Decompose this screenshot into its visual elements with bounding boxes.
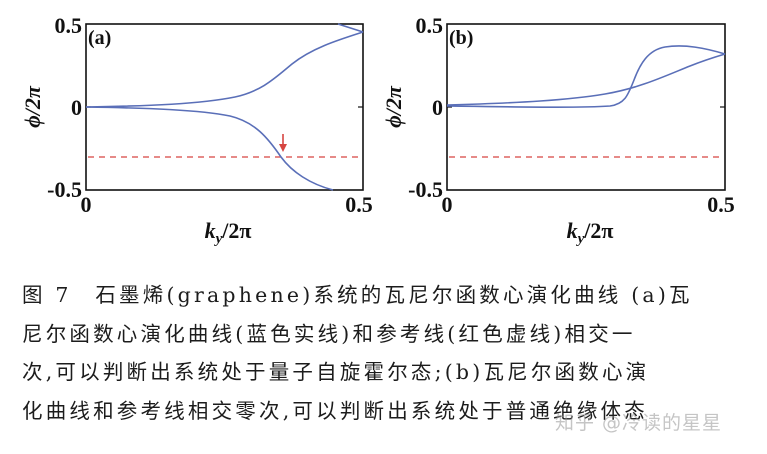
wannier-curve-a-lower xyxy=(85,106,334,191)
xtick-b-end: 0.5 xyxy=(707,192,735,217)
figure-svg: 0.5 0 -0.5 0 0.5 (a) ϕ/2π ky/2π 0.5 0 -0… xyxy=(20,13,735,247)
xtick-a-end: 0.5 xyxy=(345,192,373,217)
xtick-a-start: 0 xyxy=(81,192,92,217)
xtick-b-start: 0 xyxy=(442,192,453,217)
figure-7: 0.5 0 -0.5 0 0.5 (a) ϕ/2π ky/2π 0.5 0 -0… xyxy=(20,13,735,247)
ytick-a-bottom: -0.5 xyxy=(47,177,82,202)
caption-line: 化曲线和参考线相交零次,可以判断出系统处于普通绝缘体态 xyxy=(22,398,648,423)
watermark: 知乎 @冷读的星星 xyxy=(555,412,723,434)
panel-label-a: (a) xyxy=(88,27,111,49)
ytick-a-mid: 0 xyxy=(71,95,82,120)
panel-label-b: (b) xyxy=(449,27,473,49)
ytick-b-mid: 0 xyxy=(432,95,443,120)
plot-frame-a xyxy=(85,23,364,191)
ytick-b-top: 0.5 xyxy=(416,13,444,38)
xlabel-a: ky/2π xyxy=(205,218,252,247)
caption-line: 图 7 石墨烯(graphene)系统的瓦尼尔函数心演化曲线 (a)瓦 xyxy=(22,283,693,307)
ylabel-b: ϕ/2π xyxy=(381,85,406,128)
red-arrow-icon xyxy=(279,134,287,152)
wannier-curve-b-gradual xyxy=(446,53,726,106)
wannier-curve-a-wrap xyxy=(337,23,364,33)
caption-line: 尼尔函数心演化曲线(蓝色实线)和参考线(红色虚线)相交一 xyxy=(22,321,636,346)
figure-caption: 图 7 石墨烯(graphene)系统的瓦尼尔函数心演化曲线 (a)瓦 尼尔函数… xyxy=(22,276,752,430)
xlabel-b: ky/2π xyxy=(567,218,614,247)
wannier-curve-b-steep xyxy=(446,45,726,108)
ytick-b-bottom: -0.5 xyxy=(408,177,443,202)
caption-line: 次,可以判断出系统处于量子自旋霍尔态;(b)瓦尼尔函数心演 xyxy=(22,360,650,384)
wannier-curve-a-upper xyxy=(85,31,364,108)
ytick-a-top: 0.5 xyxy=(55,13,83,38)
ylabel-a: ϕ/2π xyxy=(20,85,45,128)
panel-a: 0.5 0 -0.5 0 0.5 (a) ϕ/2π ky/2π xyxy=(20,13,373,247)
panel-b: 0.5 0 -0.5 0 0.5 (b) ϕ/2π ky/2π xyxy=(381,13,735,247)
